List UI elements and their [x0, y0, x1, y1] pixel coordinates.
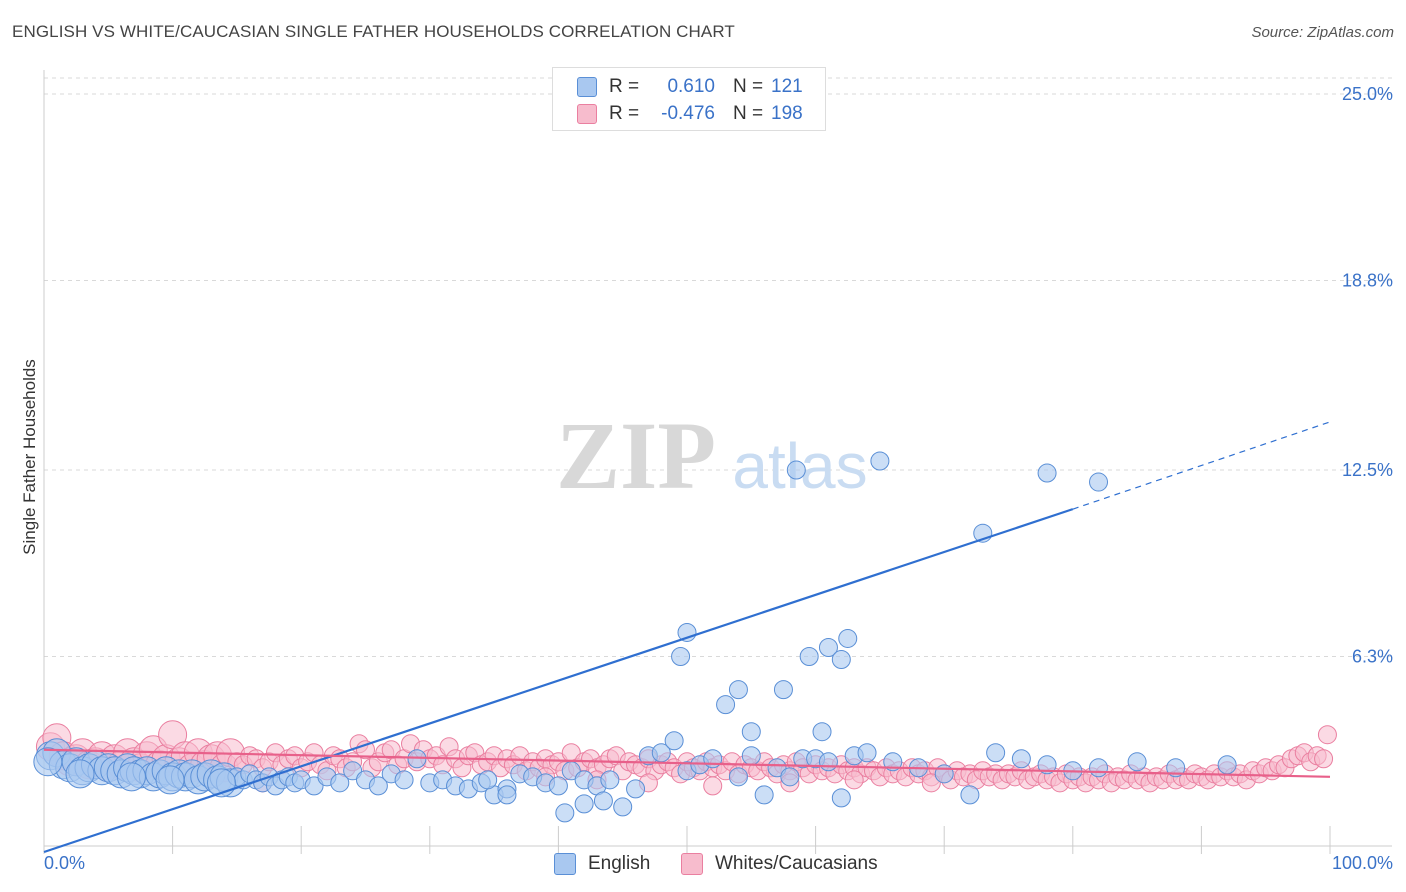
- english-point: [593, 791, 613, 811]
- english-point: [33, 747, 63, 777]
- english-point: [960, 785, 980, 805]
- english-point: [368, 776, 388, 796]
- r-value: -0.476: [661, 103, 715, 124]
- english-point: [1089, 758, 1109, 778]
- english-trend-line: [43, 508, 1074, 854]
- source-label: Source: ZipAtlas.com: [1251, 24, 1394, 41]
- english-point: [857, 743, 877, 763]
- english-point: [1011, 749, 1031, 769]
- whites-swatch: [577, 104, 597, 124]
- english-point: [716, 695, 736, 715]
- english-point: [1089, 472, 1109, 492]
- english-point: [741, 722, 761, 742]
- english-point: [1127, 752, 1147, 772]
- watermark-zip: ZIP: [556, 402, 716, 509]
- whites-trend-line: [43, 748, 1331, 778]
- series-legend-label: Whites/Caucasians: [715, 853, 878, 874]
- english-point: [116, 762, 146, 792]
- english-point: [555, 803, 575, 823]
- r-value: 0.610: [667, 76, 715, 97]
- english-point: [548, 776, 568, 796]
- x-tick-label: 0.0%: [44, 853, 85, 873]
- english-points: [33, 451, 1237, 823]
- english-swatch: [577, 77, 597, 97]
- x-tick-label: 100.0%: [1332, 853, 1393, 873]
- watermark: ZIPatlas: [556, 402, 868, 509]
- series-legend-label: English: [588, 853, 651, 874]
- r-label: R =: [609, 76, 640, 97]
- chart-title: ENGLISH VS WHITE/CAUCASIAN SINGLE FATHER…: [12, 22, 735, 41]
- whites-point: [1317, 725, 1337, 745]
- english-point: [883, 752, 903, 772]
- english-point: [831, 788, 851, 808]
- english-point: [671, 647, 691, 667]
- english-point: [664, 731, 684, 751]
- english-point: [780, 767, 800, 787]
- y-tick-label: 25.0%: [1342, 84, 1393, 104]
- n-label: N =: [733, 76, 764, 97]
- axes: [43, 70, 1392, 854]
- english-point: [728, 767, 748, 787]
- legend-row-english: R = 0.610 N = 121: [577, 75, 803, 99]
- english-point: [343, 761, 363, 781]
- english-point: [786, 460, 806, 480]
- english-point: [838, 628, 858, 648]
- english-point: [394, 770, 414, 790]
- whites-swatch: [681, 853, 703, 875]
- trend-lines: [43, 421, 1331, 854]
- english-point: [478, 770, 498, 790]
- y-tick-label: 18.8%: [1342, 271, 1393, 291]
- english-point: [986, 743, 1006, 763]
- whites-point: [1314, 749, 1334, 769]
- english-point: [812, 722, 832, 742]
- english-point: [497, 785, 517, 805]
- whites-point: [703, 776, 723, 796]
- english-swatch: [554, 853, 576, 875]
- grid-lines: [44, 77, 1392, 658]
- english-point: [574, 794, 594, 814]
- english-point: [754, 785, 774, 805]
- y-axis-label: Single Father Households: [20, 359, 39, 555]
- english-point: [799, 647, 819, 667]
- n-label: N =: [733, 103, 764, 124]
- whites-point: [158, 720, 188, 750]
- english-point: [155, 765, 185, 795]
- x-tick-labels: 0.0% 100.0%: [44, 853, 1393, 873]
- english-point: [870, 451, 890, 471]
- english-point: [703, 749, 723, 769]
- n-value: 121: [771, 76, 803, 97]
- y-tick-label: 12.5%: [1342, 460, 1393, 480]
- english-point: [1166, 758, 1186, 778]
- y-tick-label: 6.3%: [1352, 647, 1393, 667]
- english-point: [304, 776, 324, 796]
- english-point: [613, 797, 633, 817]
- series-legend-whites: Whites/Caucasians: [681, 852, 878, 876]
- english-point: [773, 680, 793, 700]
- english-point: [65, 759, 95, 789]
- correlation-legend: R = 0.610 N = 121 R = -0.476 N = 198: [552, 67, 826, 131]
- english-point: [1217, 755, 1237, 775]
- english-point: [626, 779, 646, 799]
- whites-point: [921, 773, 941, 793]
- english-trend-extension: [1072, 421, 1331, 510]
- whites-point: [844, 770, 864, 790]
- english-point: [330, 773, 350, 793]
- english-point: [1037, 755, 1057, 775]
- english-point: [728, 680, 748, 700]
- english-point: [818, 752, 838, 772]
- english-point: [818, 637, 838, 657]
- r-label: R =: [609, 103, 640, 124]
- y-tick-labels: 6.3% 12.5% 18.8% 25.0%: [1342, 84, 1393, 666]
- english-point: [831, 650, 851, 670]
- english-point: [741, 746, 761, 766]
- series-legend-english: English: [554, 852, 650, 876]
- english-point: [1037, 463, 1057, 483]
- n-value: 198: [771, 103, 803, 124]
- legend-row-whites: R = -0.476 N = 198: [577, 102, 803, 126]
- english-point: [767, 758, 787, 778]
- english-point: [600, 770, 620, 790]
